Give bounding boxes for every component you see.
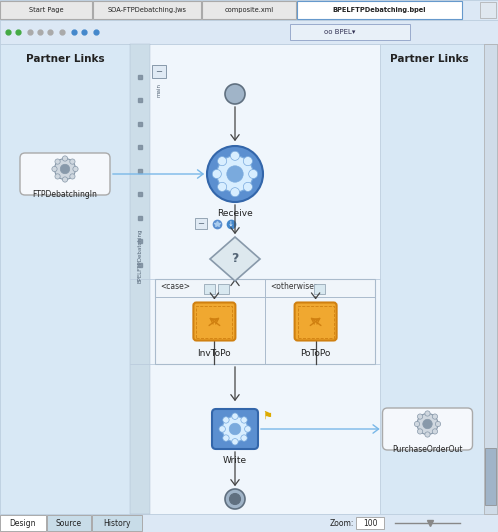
FancyBboxPatch shape [485,448,496,504]
Text: main: main [156,83,161,97]
Circle shape [244,156,252,165]
Text: <otherwise>: <otherwise> [270,282,320,291]
Circle shape [55,174,60,179]
FancyBboxPatch shape [0,514,498,532]
Circle shape [52,167,57,172]
FancyBboxPatch shape [130,44,150,514]
FancyBboxPatch shape [297,1,462,19]
FancyBboxPatch shape [92,515,142,531]
Circle shape [231,188,240,197]
Circle shape [432,414,438,419]
Circle shape [62,156,68,161]
Text: Zoom:: Zoom: [330,519,355,528]
Text: −: − [155,67,162,76]
Circle shape [417,413,438,435]
Text: PoToPo: PoToPo [300,348,331,358]
Circle shape [245,426,251,432]
Text: Start Page: Start Page [29,7,63,13]
Circle shape [435,421,441,427]
Circle shape [229,423,241,435]
Circle shape [55,159,60,164]
Text: 100: 100 [363,519,377,528]
Text: composite.xml: composite.xml [225,7,273,13]
FancyBboxPatch shape [480,2,496,18]
Circle shape [241,435,247,441]
Text: Receive: Receive [217,209,253,218]
Circle shape [230,494,241,504]
FancyBboxPatch shape [202,1,296,19]
Text: History: History [103,519,131,528]
Circle shape [218,156,227,165]
FancyBboxPatch shape [47,515,91,531]
Text: Source: Source [56,519,82,528]
Text: SOA-FTPDebatching.jws: SOA-FTPDebatching.jws [108,7,186,13]
Circle shape [219,426,226,432]
Circle shape [244,182,252,192]
Text: Partner Links: Partner Links [26,54,104,64]
Circle shape [425,411,430,416]
FancyBboxPatch shape [0,515,46,531]
Text: oo BPEL▾: oo BPEL▾ [324,29,356,35]
FancyBboxPatch shape [314,284,325,294]
FancyBboxPatch shape [204,284,215,294]
Text: InvToPo: InvToPo [198,348,231,358]
Circle shape [432,429,438,434]
Circle shape [70,174,75,179]
FancyBboxPatch shape [0,1,92,19]
Circle shape [227,166,243,182]
Circle shape [225,489,245,509]
Circle shape [62,177,68,182]
Text: PurchaseOrderOut: PurchaseOrderOut [392,445,463,454]
FancyBboxPatch shape [0,44,130,514]
Text: FTPDebatchingIn: FTPDebatchingIn [32,190,98,199]
Text: BPELFTPDebatching.bpel: BPELFTPDebatching.bpel [333,7,426,13]
Circle shape [218,182,227,192]
FancyBboxPatch shape [152,65,166,78]
Circle shape [241,417,247,423]
FancyBboxPatch shape [382,408,473,450]
FancyBboxPatch shape [130,44,380,514]
FancyBboxPatch shape [155,279,375,364]
Circle shape [223,417,229,423]
Circle shape [417,414,423,419]
FancyBboxPatch shape [295,303,337,340]
Text: Partner Links: Partner Links [390,54,468,64]
Polygon shape [210,237,260,281]
FancyBboxPatch shape [356,517,384,529]
Circle shape [73,167,78,172]
Circle shape [207,146,263,202]
Text: BPELFTPDebatching: BPELFTPDebatching [137,228,142,282]
FancyBboxPatch shape [93,1,201,19]
Circle shape [217,156,253,192]
FancyBboxPatch shape [0,0,498,20]
Text: ?: ? [231,253,239,265]
Circle shape [70,159,75,164]
FancyBboxPatch shape [195,218,207,229]
FancyBboxPatch shape [484,44,497,514]
FancyBboxPatch shape [193,303,236,340]
Circle shape [423,419,432,429]
Circle shape [232,413,238,419]
Text: ↓: ↓ [228,220,234,227]
FancyBboxPatch shape [212,409,258,449]
Circle shape [414,421,420,427]
Circle shape [223,435,229,441]
Circle shape [231,151,240,160]
Circle shape [249,170,258,179]
FancyBboxPatch shape [380,44,498,514]
Text: Design: Design [10,519,36,528]
FancyBboxPatch shape [218,284,229,294]
Text: ⚑: ⚑ [262,411,272,421]
FancyBboxPatch shape [0,20,498,44]
FancyBboxPatch shape [290,24,410,40]
Circle shape [60,164,70,174]
Circle shape [54,159,76,179]
Circle shape [222,416,248,442]
Circle shape [425,432,430,437]
Circle shape [212,170,221,179]
Circle shape [232,438,238,445]
Text: −: − [198,219,205,228]
Circle shape [225,84,245,104]
FancyBboxPatch shape [20,153,110,195]
